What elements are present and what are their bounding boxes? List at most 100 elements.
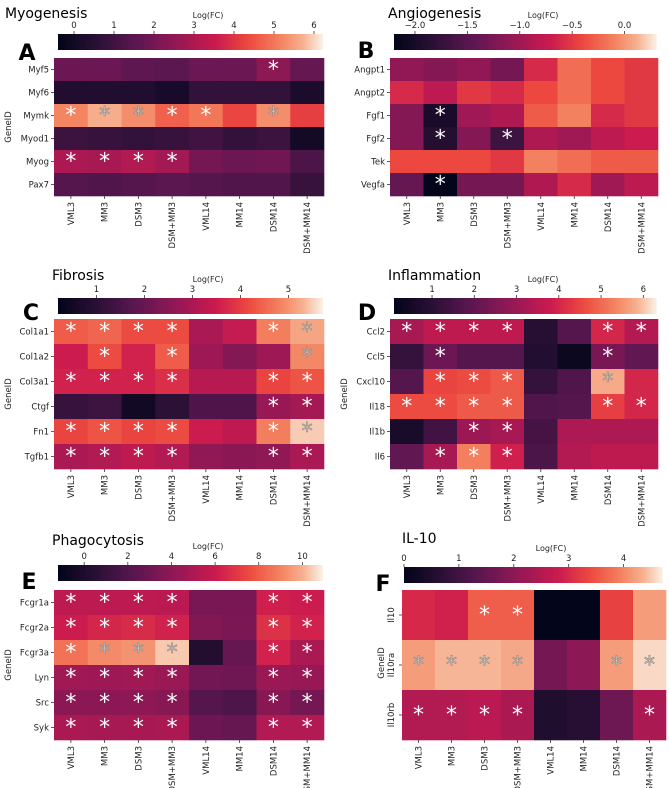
colorbar-segment <box>509 34 513 50</box>
colorbar-segment <box>527 34 530 50</box>
column-label: DSM+MM3 <box>168 475 178 521</box>
colorbar-segment <box>623 298 627 314</box>
significance-asterisk: * <box>512 703 523 728</box>
colorbar-segment <box>409 34 413 50</box>
colorbar-segment <box>414 567 418 583</box>
colorbar-segment <box>549 298 552 314</box>
colorbar-segment <box>256 298 259 314</box>
colorbar-tick-label: 2 <box>142 285 147 295</box>
colorbar-segment <box>146 34 149 50</box>
colorbar-segment <box>284 298 288 314</box>
significance-asterisk: * <box>602 395 613 420</box>
significance-asterisk: * <box>268 666 279 691</box>
heatmap-cell <box>624 394 659 420</box>
column-label: DSM3 <box>470 475 480 500</box>
colorbar-segment <box>511 298 515 314</box>
significance-asterisk: * <box>302 345 313 370</box>
heatmap-cell <box>222 665 257 691</box>
colorbar-segment <box>421 567 424 583</box>
colorbar-segment <box>452 34 456 50</box>
row-label: Col1a1 <box>19 328 49 338</box>
column-label: MM14 <box>236 475 246 500</box>
colorbar-segment <box>466 34 469 50</box>
colorbar-segment <box>496 567 500 583</box>
colorbar-segment <box>295 565 299 581</box>
colorbar-segment <box>75 298 79 314</box>
significance-asterisk: * <box>468 445 479 470</box>
heatmap-cell <box>490 58 525 82</box>
significance-asterisk: * <box>268 716 279 741</box>
colorbar-segment <box>431 298 434 314</box>
significance-asterisk: * <box>99 591 110 616</box>
colorbar-segment <box>634 298 637 314</box>
colorbar-segment <box>69 298 72 314</box>
colorbar-segment <box>132 565 136 581</box>
significance-asterisk: * <box>99 345 110 370</box>
colorbar-segment <box>413 34 417 50</box>
colorbar-segment <box>649 298 653 314</box>
colorbar-segment <box>245 565 248 581</box>
colorbar-segment <box>308 34 312 50</box>
colorbar-segment <box>194 565 198 581</box>
colorbar-segment <box>444 34 447 50</box>
heatmap-cell <box>390 127 424 151</box>
colorbar-segment <box>108 298 112 314</box>
colorbar-segment <box>231 565 235 581</box>
colorbar-segment <box>591 567 594 583</box>
colorbar-segment <box>236 565 239 581</box>
significance-asterisk: * <box>65 445 76 470</box>
colorbar-segment <box>577 34 581 50</box>
significance-asterisk: * <box>435 370 446 395</box>
colorbar-segment <box>588 298 592 314</box>
significance-asterisk: * <box>401 320 412 345</box>
colorbar-segment <box>413 298 417 314</box>
significance-asterisk: * <box>468 370 479 395</box>
colorbar-segment <box>62 565 66 581</box>
significance-asterisk: * <box>133 641 144 666</box>
colorbar-segment <box>289 298 292 314</box>
significance-asterisk: * <box>99 641 110 666</box>
colorbar-tick-label: 6 <box>311 21 316 31</box>
colorbar-segment <box>143 298 147 314</box>
heatmap-cell <box>557 394 592 420</box>
colorbar-segment <box>240 34 244 50</box>
colorbar-segment <box>82 565 85 581</box>
significance-asterisk: * <box>99 616 110 641</box>
heatmap-cell <box>290 394 325 420</box>
heatmap-cell <box>501 590 535 641</box>
heatmap-cell <box>490 173 525 197</box>
colorbar-segment <box>479 298 482 314</box>
colorbar-segment <box>185 565 189 581</box>
colorbar-segment <box>582 567 586 583</box>
row-label: Il10ra <box>387 653 397 677</box>
colorbar-segment <box>229 298 233 314</box>
heatmap-cell <box>121 344 156 370</box>
colorbar-segment <box>404 298 408 314</box>
colorbar-segment <box>163 565 167 581</box>
heatmap-cell <box>633 590 667 641</box>
heatmap-cell <box>189 319 224 345</box>
colorbar-segment <box>594 34 598 50</box>
colorbar-segment <box>115 34 118 50</box>
heatmap-cell <box>624 127 659 151</box>
colorbar-segment <box>216 298 220 314</box>
heatmap-cell <box>256 665 291 691</box>
significance-asterisk: * <box>167 445 178 470</box>
colorbar-segment <box>479 567 482 583</box>
colorbar-label: Log(FC) <box>528 275 559 284</box>
column-label: MM3 <box>436 202 446 222</box>
colorbar-segment <box>280 298 283 314</box>
colorbar-segment <box>535 567 538 583</box>
colorbar-segment <box>593 567 596 583</box>
colorbar-segment <box>452 298 456 314</box>
heatmap-cell <box>256 150 291 174</box>
colorbar-segment <box>498 567 502 583</box>
colorbar-segment <box>69 34 72 50</box>
colorbar-segment <box>86 298 90 314</box>
colorbar-segment <box>225 298 228 314</box>
row-label: Myf5 <box>28 66 49 76</box>
colorbar-segment <box>511 567 515 583</box>
colorbar-segment <box>554 567 558 583</box>
heatmap-cell <box>189 81 224 105</box>
